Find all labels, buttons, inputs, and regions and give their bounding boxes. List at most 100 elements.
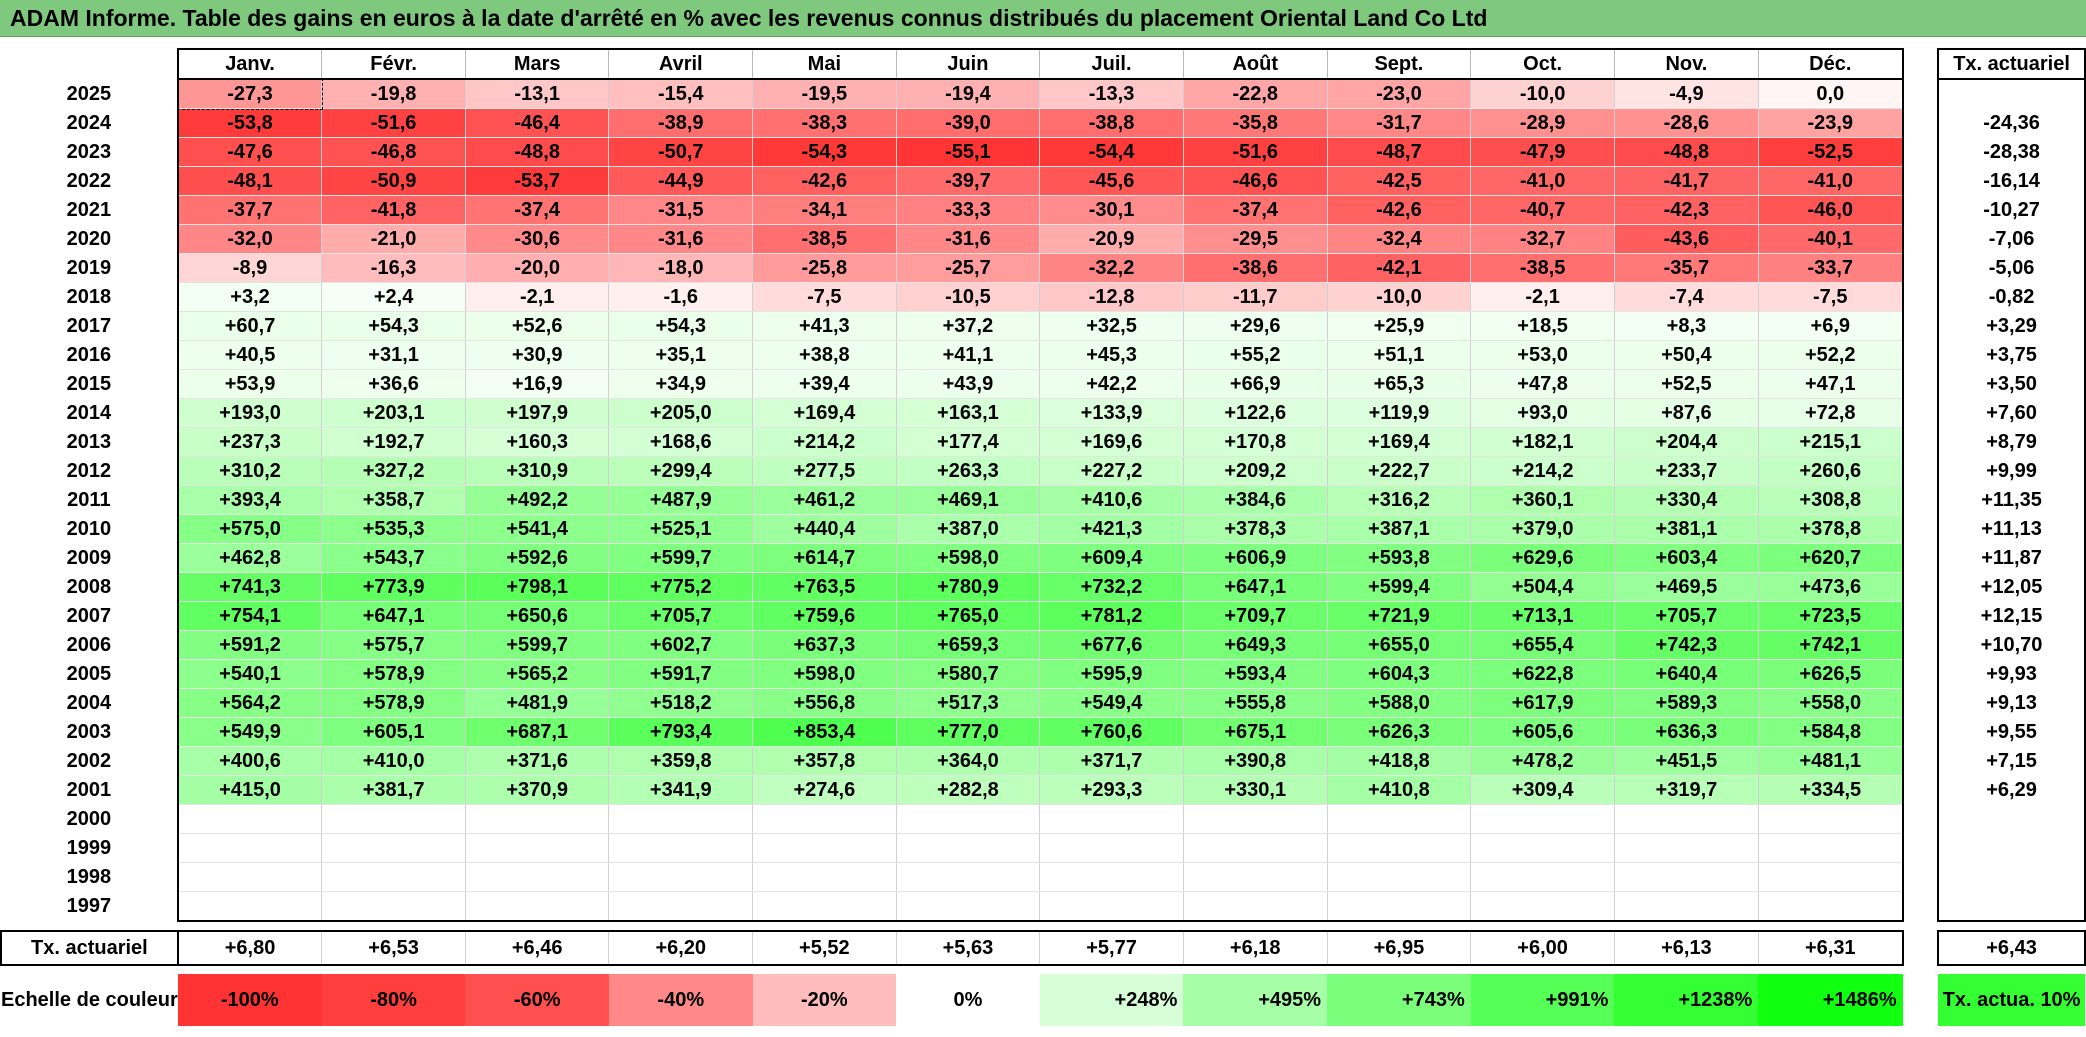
rate-cell: -10,27 [1937, 195, 2086, 225]
gain-cell: +38,8 [752, 340, 897, 370]
gain-cell: +282,8 [895, 775, 1040, 805]
gain-cell: -21,0 [321, 224, 466, 254]
gain-cell: +599,4 [1326, 572, 1471, 602]
year-label: 2014 [66, 402, 112, 424]
gain-cell: +462,8 [176, 543, 322, 573]
gap-column [1903, 515, 1938, 544]
gain-cell: +780,9 [895, 572, 1040, 602]
spacer-cell [1327, 965, 1471, 974]
gain-cell: +575,0 [176, 514, 322, 544]
gain-cell [321, 804, 466, 834]
gain-cell: -50,7 [608, 137, 753, 167]
rate-cell [1937, 833, 2086, 863]
gain-cell: +327,2 [321, 456, 466, 486]
gain-cell: +558,0 [1757, 688, 1904, 718]
gain-cell: +775,2 [608, 572, 753, 602]
gain-cell: +3,2 [176, 282, 322, 312]
tx-month-value: +6,18 [1182, 930, 1328, 966]
year-label: 2013 [66, 431, 112, 453]
gain-cell: +473,6 [1757, 572, 1904, 602]
gain-cell: +358,7 [321, 485, 466, 515]
gain-cell [1182, 833, 1328, 863]
gap-column [1903, 544, 1938, 573]
gain-cell [176, 804, 322, 834]
gain-cell: +54,3 [321, 311, 466, 341]
gain-cell [1613, 833, 1759, 863]
gain-cell: +565,2 [464, 659, 609, 689]
gap-column [1903, 573, 1938, 602]
gain-cell: +713,1 [1470, 601, 1615, 631]
gain-cell: +763,5 [752, 572, 897, 602]
gain-cell [176, 833, 322, 863]
gain-cell: +36,6 [321, 369, 466, 399]
gain-cell: +591,7 [608, 659, 753, 689]
table-row: 2025 -27,3 -19,8 -13,1 -15,4 -19,5 -19,4 -13,3-… [1, 78, 2086, 110]
spacer-cell [1938, 921, 2085, 931]
gain-cell: +614,7 [752, 543, 897, 573]
year-label: 2023 [66, 141, 112, 163]
gain-cell: +853,4 [752, 717, 897, 747]
gain-cell: +378,3 [1182, 514, 1328, 544]
gain-cell [608, 891, 753, 922]
gain-cell: +580,7 [895, 659, 1040, 689]
gain-cell: -13,3 [1039, 79, 1184, 109]
gain-cell: -35,8 [1182, 108, 1328, 138]
spacer-cell [178, 921, 322, 931]
gain-cell: -53,8 [176, 108, 322, 138]
gain-cell: +55,2 [1182, 340, 1328, 370]
gain-cell: -31,6 [608, 224, 753, 254]
gain-cell: -28,6 [1613, 108, 1759, 138]
table-row: 2014 +193,0 +203,1 +197,9 +205,0 +169,4 +163,1… [1, 398, 2086, 428]
gain-cell: +591,2 [176, 630, 322, 660]
gain-cell: +793,4 [608, 717, 753, 747]
gain-cell [1470, 804, 1615, 834]
gain-cell: -38,5 [1470, 253, 1615, 283]
gain-cell: +659,3 [895, 630, 1040, 660]
gain-cell: +330,4 [1613, 485, 1759, 515]
gain-cell: -32,7 [1470, 224, 1615, 254]
color-scale-swatch: +1238% [1614, 974, 1759, 1026]
spacer-cell [1614, 921, 1758, 931]
gain-cell: +588,0 [1326, 688, 1471, 718]
gain-cell: +359,8 [608, 746, 753, 776]
year-label: 2010 [66, 518, 112, 540]
spacer-cell [1, 921, 178, 931]
gain-cell: +543,7 [321, 543, 466, 573]
rate-cell: -28,38 [1937, 137, 2086, 167]
gain-cell: +469,5 [1613, 572, 1759, 602]
gain-cell [1326, 891, 1471, 922]
gain-cell: +620,7 [1757, 543, 1904, 573]
gain-cell: +598,0 [752, 659, 897, 689]
gain-cell: +169,6 [1039, 427, 1184, 457]
spacer-cell [1938, 965, 2085, 974]
rate-cell: +3,75 [1937, 340, 2086, 370]
gain-cell: +781,2 [1039, 601, 1184, 631]
gain-cell: -41,7 [1613, 166, 1759, 196]
gain-cell: -52,5 [1757, 137, 1904, 167]
gain-cell: +277,5 [752, 456, 897, 486]
year-header-blank [1, 49, 178, 79]
gain-cell: +556,8 [752, 688, 897, 718]
tx-month-value: +5,63 [895, 930, 1040, 966]
gain-cell: +655,4 [1470, 630, 1615, 660]
gap-column [1903, 689, 1938, 718]
gain-cell: +640,4 [1613, 659, 1759, 689]
gain-cell: +214,2 [1470, 456, 1615, 486]
color-scale-swatch: -40% [608, 974, 753, 1026]
rate-cell: +3,50 [1937, 369, 2086, 399]
gain-cell: +192,7 [321, 427, 466, 457]
gain-cell: -25,7 [895, 253, 1040, 283]
gain-cell: -16,3 [321, 253, 466, 283]
spacer-cell [1183, 921, 1327, 931]
gap-column [1903, 631, 1938, 660]
gain-cell: -10,5 [895, 282, 1040, 312]
gain-cell: -7,5 [1757, 282, 1904, 312]
gain-cell: +742,3 [1613, 630, 1759, 660]
gap-column [1903, 49, 1938, 79]
gain-cell: -46,6 [1182, 166, 1328, 196]
rate-cell: -5,06 [1937, 253, 2086, 283]
gain-cell: -30,6 [464, 224, 609, 254]
gain-cell [895, 804, 1040, 834]
gain-cell: -48,8 [464, 137, 609, 167]
gain-cell: -7,5 [752, 282, 897, 312]
